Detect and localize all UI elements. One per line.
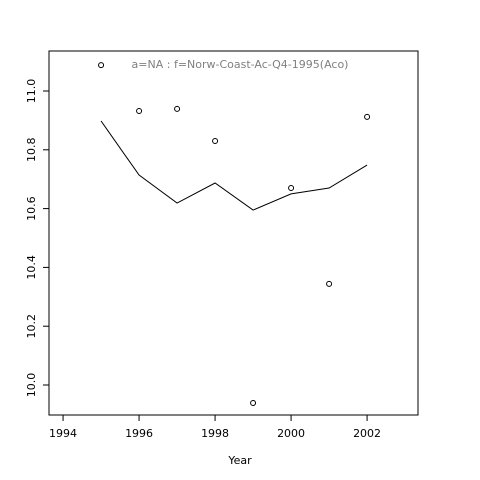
y-tick-label: 10.8 — [25, 138, 38, 163]
point — [326, 280, 333, 287]
point — [98, 62, 105, 69]
x-tick-label: 2000 — [277, 427, 305, 440]
y-tick-label: 10.0 — [25, 373, 38, 398]
line — [100, 120, 368, 211]
x-tick-label: 1996 — [125, 427, 153, 440]
y-tick-label: 10.6 — [25, 196, 38, 221]
point — [250, 399, 257, 406]
x-tick-label: 1994 — [49, 427, 77, 440]
point — [212, 137, 219, 144]
y-tick-label: 10.2 — [25, 314, 38, 339]
y-tick-label: 11.0 — [25, 79, 38, 104]
x-axis-label: Year — [227, 454, 252, 467]
x-tick-label: 2002 — [353, 427, 381, 440]
plot-frame — [48, 50, 419, 416]
chart-title: a=NA : f=Norw-Coast-Ac-Q4-1995(Aco) — [132, 58, 349, 71]
y-tick-label: 10.4 — [25, 255, 38, 280]
point — [174, 105, 181, 112]
point — [364, 113, 371, 120]
point — [136, 107, 143, 114]
x-tick-label: 1998 — [201, 427, 229, 440]
point — [288, 185, 295, 192]
